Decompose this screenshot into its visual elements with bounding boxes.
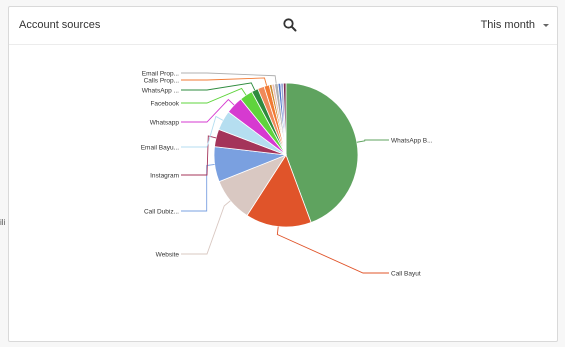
card-title: Account sources [19, 19, 101, 31]
pie-slice-label: WhatsApp B... [391, 137, 433, 144]
pie-slice[interactable] [282, 82, 287, 156]
pie-label-leader [181, 163, 215, 212]
pie-slice-label: Email Prop... [142, 70, 179, 77]
pie-chart: WhatsApp B... Call Bayut Website Call Dubiz… [141, 70, 433, 277]
search-button[interactable] [281, 16, 299, 34]
pie-slice-label: Call Bayut [391, 270, 421, 277]
pie-label-leader [181, 87, 247, 104]
pie-label-leader [181, 135, 217, 176]
card-header: Account sources This month [9, 7, 557, 45]
pie-label-leader [181, 82, 256, 91]
period-label: This month [480, 19, 535, 31]
pie-slice-label: Calls Prop... [144, 77, 180, 84]
pie-slice-label: Instagram [150, 172, 179, 179]
pie-slice-label: Whatsapp [150, 119, 180, 126]
search-icon [283, 18, 297, 32]
pie-slice-label: Facebook [150, 100, 179, 107]
pie-label-leader [181, 77, 268, 86]
account-sources-card: Account sources This month WhatsApp B...… [8, 6, 558, 342]
pie-label-leader [181, 200, 231, 255]
pie-label-leader [181, 115, 224, 148]
period-dropdown[interactable]: This month [481, 15, 549, 35]
pie-slice-label: Website [156, 251, 180, 258]
chart-area: WhatsApp B... Call Bayut Website Call Dubiz… [9, 45, 557, 341]
background-edge-text: ili [0, 218, 6, 227]
chevron-down-icon [543, 23, 549, 27]
pie-label-leader [181, 72, 277, 84]
pie-slice-label: Email Bayu... [141, 144, 179, 151]
pie-slice[interactable] [285, 82, 359, 224]
pie-label-leader [356, 139, 389, 143]
pie-slice-label: WhatsApp ... [142, 87, 179, 94]
pie-label-leader [276, 226, 389, 274]
pie-slice[interactable] [246, 154, 312, 228]
pie-slice-label: Call Dubiz... [144, 208, 179, 215]
pie-label-leader [181, 98, 235, 123]
